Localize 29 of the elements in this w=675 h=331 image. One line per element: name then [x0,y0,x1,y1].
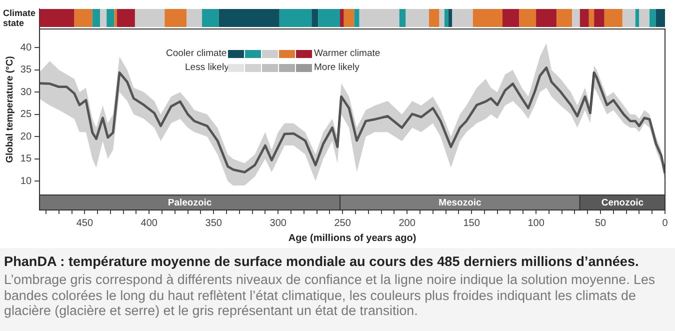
band-label: Cenozoic [601,198,644,209]
y-axis-title: Global temperature (°C) [4,56,16,163]
x-tick-label: 350 [205,218,222,229]
x-tick-label: 300 [270,218,287,229]
x-tick-label: 400 [140,218,158,229]
annotation: More likely [314,62,360,73]
x-tick-label: 100 [528,218,545,229]
y-tick-label: 30 [20,86,32,98]
x-tick-label: 200 [398,218,416,229]
text: Climate state [3,8,36,28]
annotation: Less likely [185,62,229,73]
x-axis-title: Age (millions of years ago) [288,232,416,244]
text: L’ombrage gris correspond à différents niveaux de confiance et la ligne noire indique la solution moyenne. Les bandes colorées le long du haut reflètent l’état climatique, les couleurs plus froides indiquant les climats de glacière (glacière et serre) et le gris représentant un état de transition. [4,272,656,318]
annotation: Cooler climate [166,48,227,59]
x-tick-label: 250 [334,218,352,229]
y-tick-label: 40 [20,42,32,54]
annotation: Warmer climate [314,48,380,59]
y-tick-label: 25 [20,109,32,120]
band-label: Paleozoic [168,198,212,209]
band-label: Mesozoic [438,198,482,209]
x-tick-label: 0 [662,218,668,229]
y-tick-label: 10 [20,176,32,187]
y-tick-label: 20 [20,131,32,142]
y-tick-label: 35 [20,64,32,76]
x-tick-label: 150 [463,218,480,229]
y-tick-label: 15 [20,154,32,165]
x-tick-label: 450 [76,218,94,229]
x-tick-label: 50 [594,218,607,229]
text: PhanDA : température moyenne de surface mondiale au cours des 485 derniers millions d’années. [4,254,640,269]
